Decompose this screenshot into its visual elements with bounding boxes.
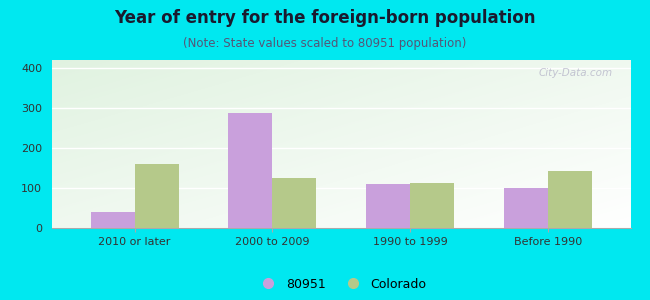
Bar <box>228 113 272 228</box>
Bar <box>410 183 454 228</box>
Legend: 80951, Colorado: 80951, Colorado <box>251 273 432 296</box>
Bar <box>135 164 179 228</box>
Bar <box>366 184 410 228</box>
Bar <box>548 171 592 228</box>
Bar <box>90 212 135 228</box>
Text: (Note: State values scaled to 80951 population): (Note: State values scaled to 80951 popu… <box>183 38 467 50</box>
Bar <box>504 188 548 228</box>
Text: Year of entry for the foreign-born population: Year of entry for the foreign-born popul… <box>114 9 536 27</box>
Text: City-Data.com: City-Data.com <box>539 68 613 78</box>
Bar <box>272 178 317 228</box>
